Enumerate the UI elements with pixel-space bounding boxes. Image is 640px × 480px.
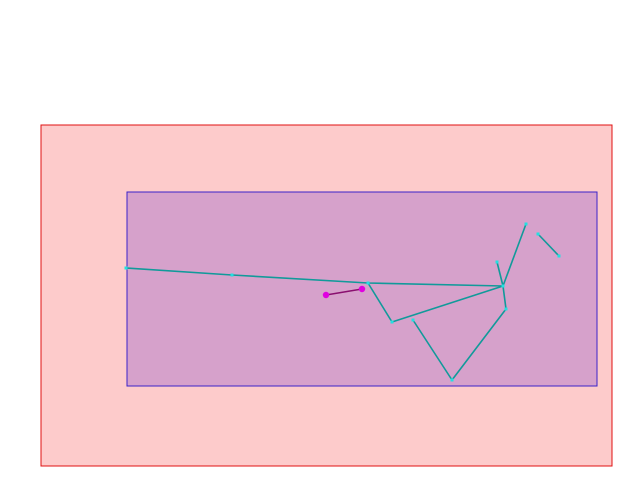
vertex-handle-icon[interactable] (524, 222, 528, 226)
selected-segment-layer[interactable] (322, 285, 366, 299)
selected-segment[interactable] (325, 288, 363, 296)
selected-start-dot-icon[interactable] (322, 291, 330, 299)
vertex-handle-icon[interactable] (411, 318, 415, 322)
vertex-handle-icon[interactable] (450, 378, 454, 382)
vertex-layer (124, 222, 561, 382)
vertex-handle-icon[interactable] (390, 320, 394, 324)
front-leg-line[interactable] (412, 285, 507, 381)
vertex-handle-icon[interactable] (536, 232, 540, 236)
long-baseline-line[interactable] (125, 267, 504, 287)
vertex-handle-icon[interactable] (501, 284, 505, 288)
vertex-handle-icon[interactable] (230, 273, 234, 277)
vertex-handle-icon[interactable] (124, 266, 128, 270)
neck-line[interactable] (502, 223, 527, 287)
vertex-handle-icon[interactable] (557, 254, 561, 258)
vertex-handle-icon[interactable] (495, 260, 499, 264)
vertex-handle-icon[interactable] (366, 281, 370, 285)
polyline-layer (125, 223, 560, 381)
selected-end-dot-icon[interactable] (358, 285, 366, 293)
vertex-handle-icon[interactable] (504, 307, 508, 311)
head-line[interactable] (537, 233, 560, 257)
ear-line[interactable] (496, 261, 504, 287)
